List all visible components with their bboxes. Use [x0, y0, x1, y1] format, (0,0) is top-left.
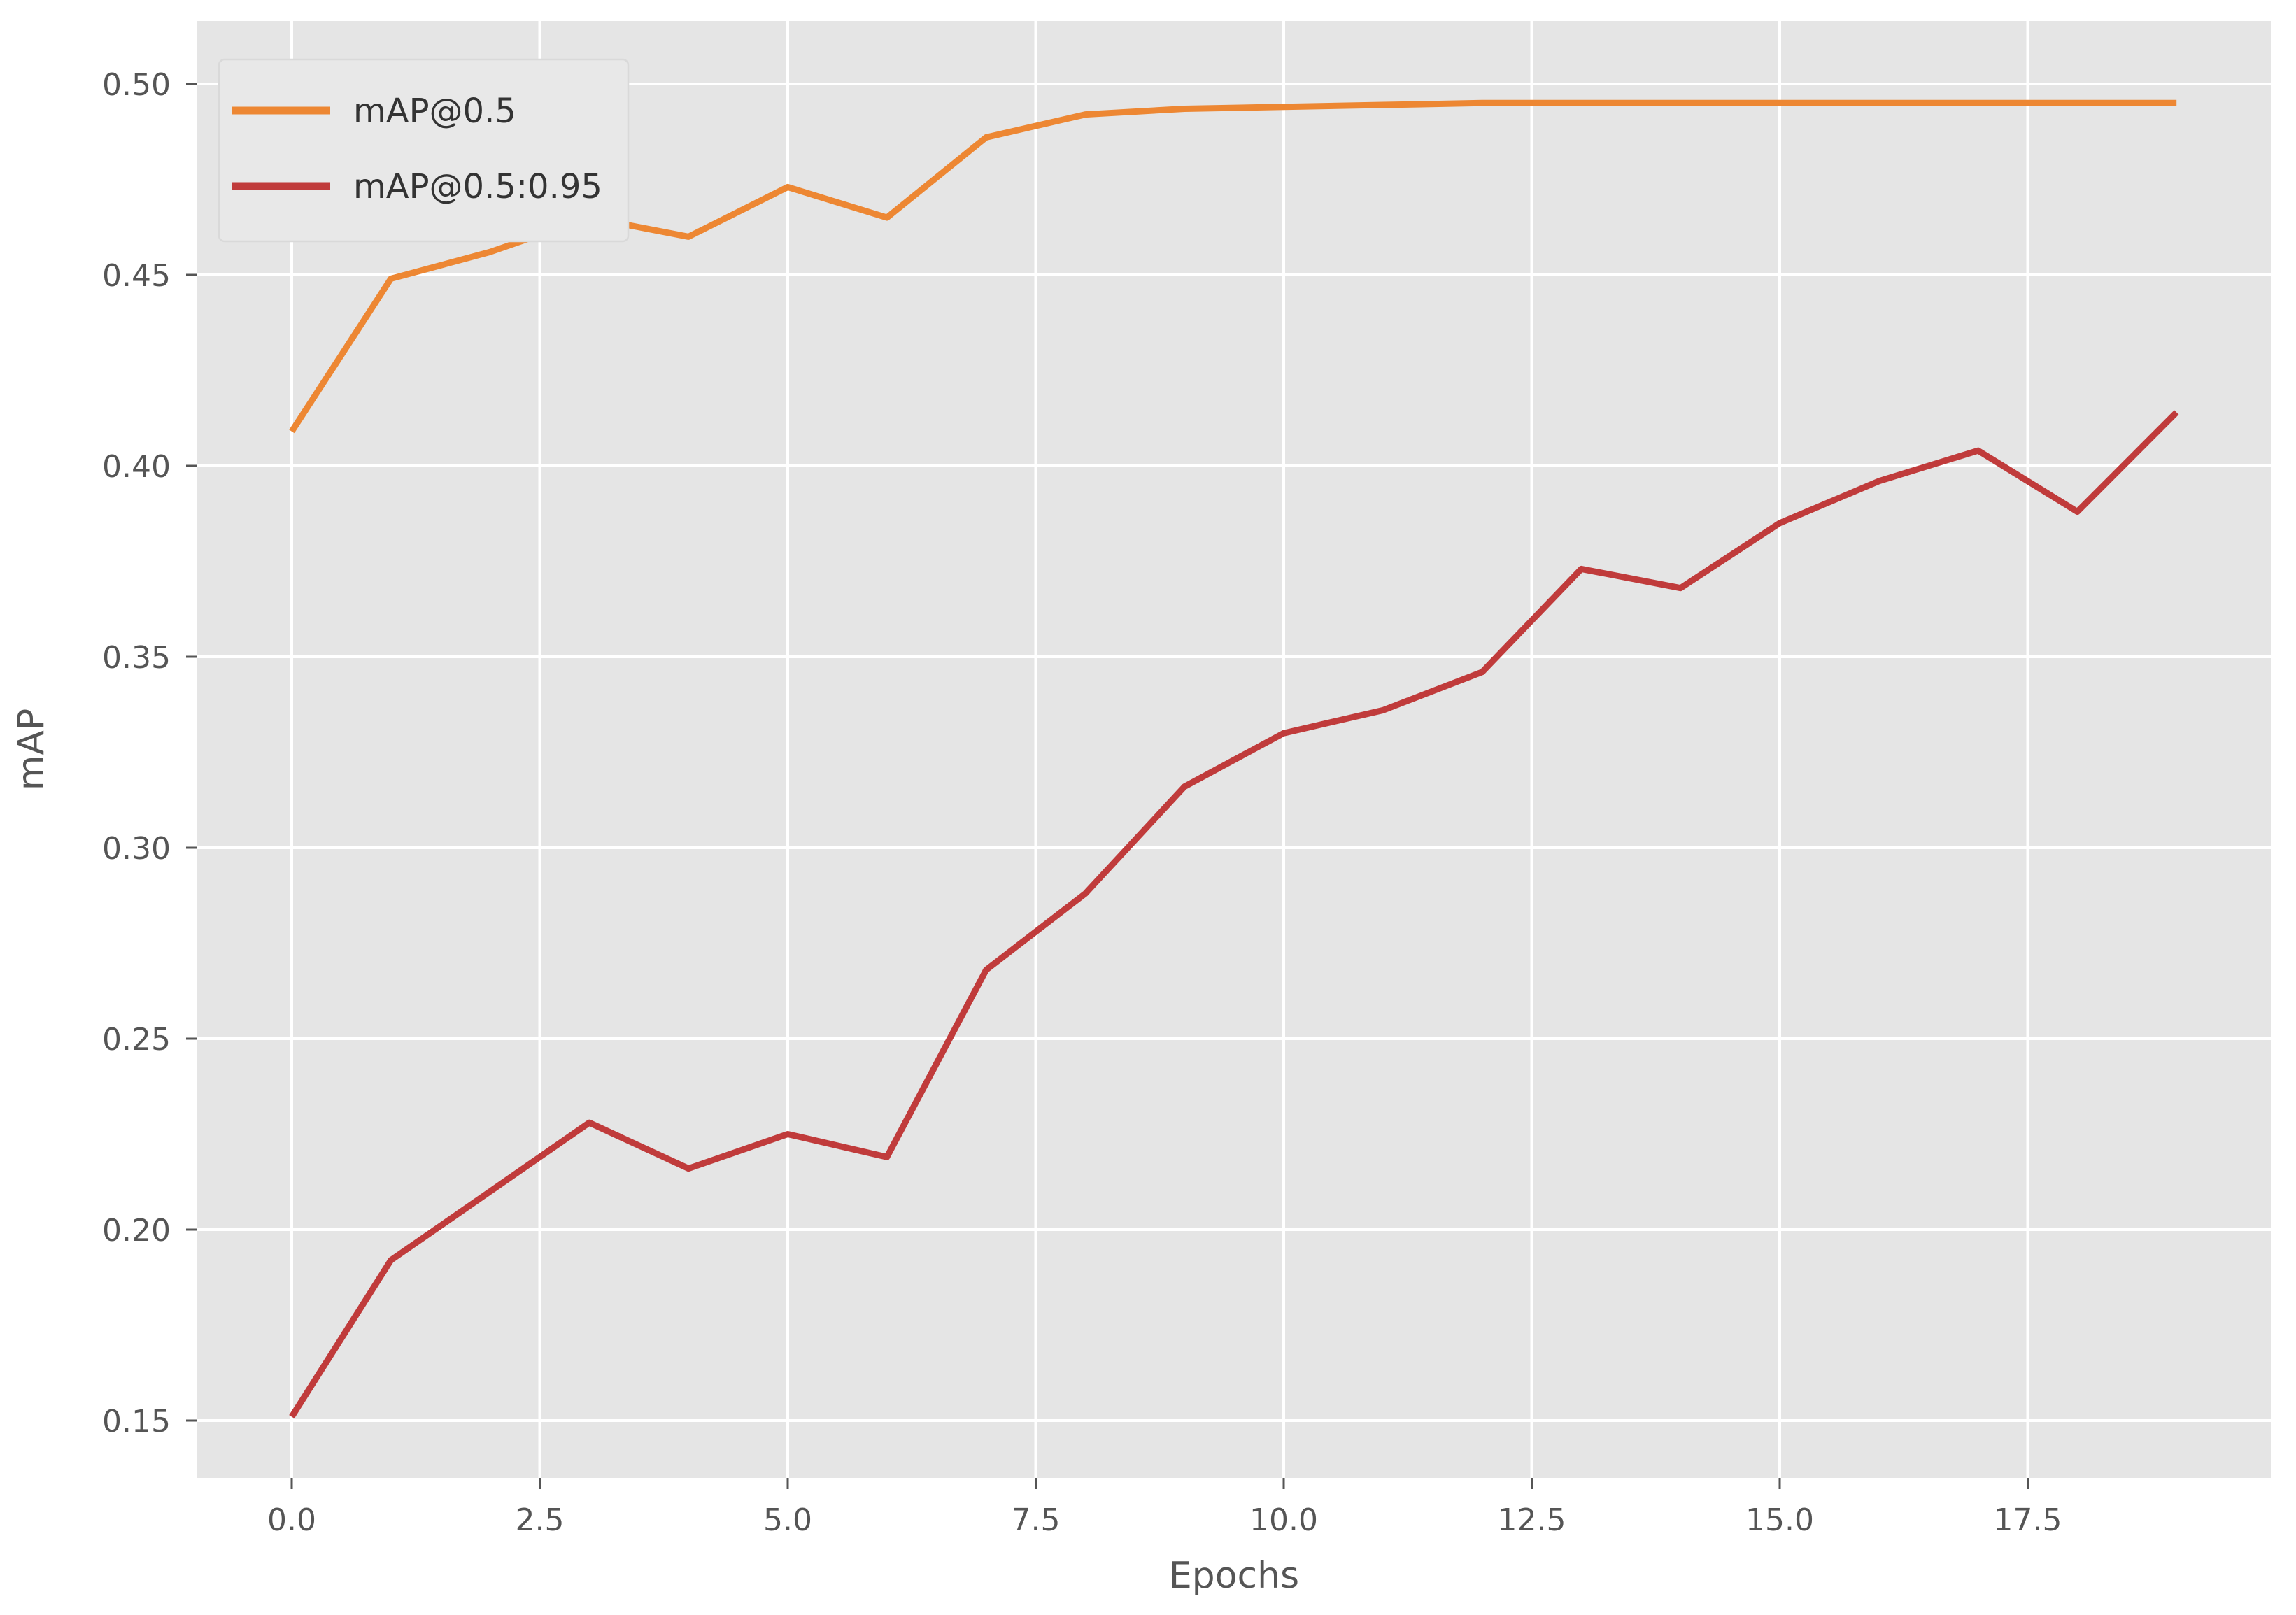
legend: mAP@0.5 mAP@0.5:0.95 — [218, 58, 630, 243]
y-tick-label: 0.40 — [102, 449, 171, 485]
x-tick-label: 0.0 — [267, 1502, 316, 1538]
legend-label: mAP@0.5:0.95 — [353, 167, 602, 206]
x-tick-label: 10.0 — [1249, 1502, 1318, 1538]
y-tick-label: 0.15 — [102, 1404, 171, 1439]
x-tick-label: 15.0 — [1745, 1502, 1814, 1538]
legend-box — [218, 58, 630, 243]
y-tick-label: 0.35 — [102, 640, 171, 676]
y-tick-label: 0.30 — [102, 831, 171, 867]
y-tick-label: 0.20 — [102, 1213, 171, 1248]
x-tick-label: 5.0 — [763, 1502, 812, 1538]
x-tick-label: 17.5 — [1994, 1502, 2062, 1538]
y-tick-label: 0.25 — [102, 1022, 171, 1058]
x-tick-label: 2.5 — [516, 1502, 565, 1538]
gridlines — [197, 21, 2271, 1478]
y-axis-label: mAP — [10, 709, 52, 791]
axis-ticks — [186, 83, 2029, 1489]
x-axis-label: Epochs — [1169, 1555, 1299, 1597]
series-line-map-0.5-0.95 — [289, 410, 2179, 1418]
legend-label: mAP@0.5 — [353, 92, 516, 131]
y-tick-label: 0.50 — [102, 67, 171, 103]
x-tick-label: 12.5 — [1498, 1502, 1566, 1538]
tick-labels: 0.0 2.5 5.0 7.5 10.0 12.5 15.0 17.5 0.15 0.20 0.25… — [102, 67, 2062, 1538]
y-tick-label: 0.45 — [102, 258, 171, 294]
x-tick-label: 7.5 — [1012, 1502, 1061, 1538]
plot-area — [197, 21, 2271, 1478]
